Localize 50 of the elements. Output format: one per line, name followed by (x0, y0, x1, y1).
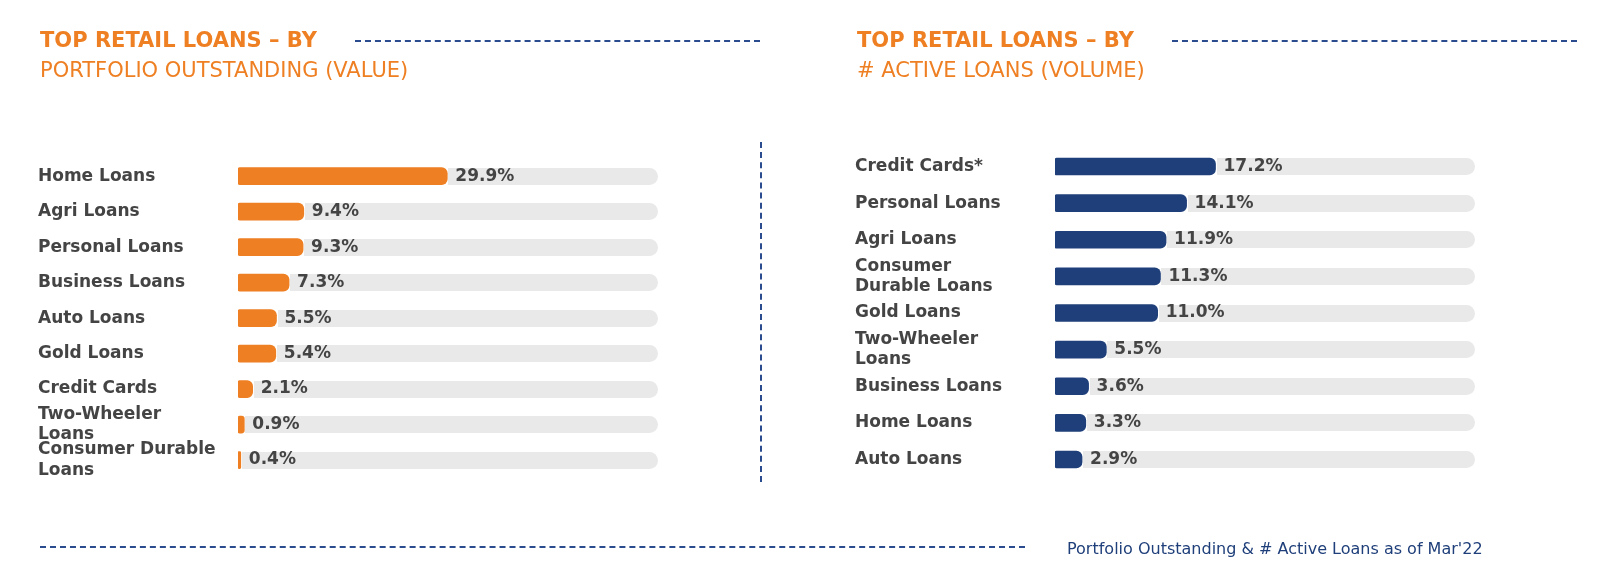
bar (1055, 450, 1083, 469)
bar (238, 309, 277, 327)
y-tick-label: Consumer Durable Loans (38, 438, 216, 479)
y-tick-label: Personal Loans (38, 235, 184, 256)
data-label: 3.3% (1093, 411, 1141, 432)
bar (238, 238, 304, 256)
bar (1055, 340, 1107, 359)
y-tick-label: Business Loans (855, 374, 1002, 395)
data-label: 0.9% (252, 412, 300, 433)
chart-title: TOP RETAIL LOANS – BY (857, 28, 1134, 52)
data-label: 14.1% (1194, 191, 1254, 212)
y-tick-label: Home Loans (38, 164, 156, 185)
y-tick-label: Credit Cards* (855, 154, 984, 175)
data-label: 11.3% (1168, 264, 1228, 285)
y-tick-label: Home Loans (855, 411, 973, 432)
data-label: 5.5% (284, 306, 332, 327)
bar (238, 344, 277, 363)
y-tick-label: Consumer Durable Loans (855, 254, 993, 295)
y-tick-label: Agri Loans (855, 228, 957, 249)
chart-subtitle: # ACTIVE LOANS (VOLUME) (857, 58, 1145, 82)
data-label: 2.9% (1090, 447, 1138, 468)
data-label: 9.4% (311, 200, 359, 221)
chart-title: TOP RETAIL LOANS – BY (40, 28, 317, 52)
y-tick-label: Auto Loans (38, 306, 146, 327)
data-label: 29.9% (455, 164, 515, 185)
data-label: 5.5% (1114, 338, 1162, 359)
y-tick-label: Personal Loans (855, 191, 1001, 212)
y-tick-label: Two-Wheeler Loans (855, 327, 979, 369)
bar (238, 202, 305, 221)
data-label: 0.4% (248, 448, 296, 469)
data-label: 11.0% (1165, 301, 1225, 322)
data-label: 11.9% (1174, 228, 1234, 249)
bar (1055, 414, 1087, 432)
data-label: 2.1% (260, 377, 308, 398)
data-label: 9.3% (311, 235, 359, 256)
y-tick-label: Gold Loans (38, 342, 144, 363)
y-tick-label: Agri Loans (38, 200, 140, 221)
y-tick-label: Auto Loans (855, 447, 963, 468)
data-label: 17.2% (1223, 154, 1283, 175)
bar (1055, 304, 1158, 322)
y-tick-label: Business Loans (38, 271, 185, 292)
bar (238, 273, 290, 292)
chart-subtitle: PORTFOLIO OUTSTANDING (VALUE) (40, 58, 409, 82)
data-label: 5.4% (283, 342, 331, 363)
y-tick-label: Credit Cards (38, 377, 158, 398)
data-label: 3.6% (1096, 374, 1144, 395)
data-label: 7.3% (297, 271, 345, 292)
text: Portfolio Outstanding & # Active Loans as of Mar'22 (1067, 539, 1483, 558)
y-tick-label: Gold Loans (855, 301, 961, 322)
bar (1055, 377, 1089, 396)
